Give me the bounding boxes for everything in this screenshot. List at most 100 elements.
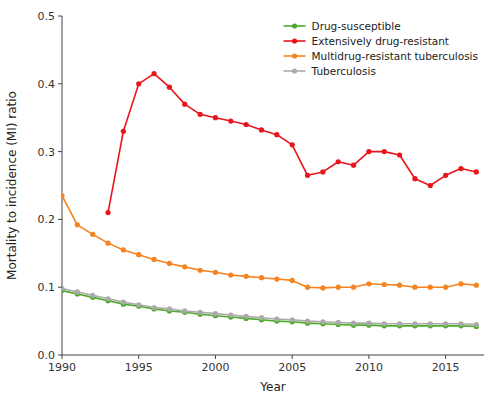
point [75, 222, 80, 227]
x-axis-line [62, 355, 484, 356]
point [167, 85, 172, 90]
point [351, 163, 356, 168]
point [259, 127, 264, 132]
point [105, 296, 110, 301]
point [151, 305, 156, 310]
x-tick [445, 355, 446, 359]
point [213, 115, 218, 120]
x-axis-title: Year [259, 380, 285, 394]
x-tick [138, 355, 139, 359]
point [351, 285, 356, 290]
point [62, 286, 65, 291]
point [412, 285, 417, 290]
background [0, 0, 500, 401]
point [167, 261, 172, 266]
y-tick [58, 83, 62, 84]
point [244, 314, 249, 319]
series-line [62, 291, 476, 327]
legend-label: Extensively drug-resistant [312, 35, 449, 47]
point [397, 152, 402, 157]
point [428, 321, 433, 326]
point [366, 149, 371, 154]
legend-marker [292, 53, 297, 58]
point [136, 81, 141, 86]
point [290, 142, 295, 147]
series-line [62, 196, 476, 288]
point [336, 285, 341, 290]
point [182, 264, 187, 269]
x-tick-label: 2005 [278, 361, 306, 374]
point [259, 315, 264, 320]
point [458, 321, 463, 326]
point [320, 285, 325, 290]
point [228, 118, 233, 123]
point [336, 159, 341, 164]
point [320, 169, 325, 174]
y-tick-label: 0.1 [38, 281, 56, 294]
x-tick-label: 1995 [125, 361, 153, 374]
legend-marker [292, 38, 297, 43]
legend-label: Multidrug-resistant tuberculosis [312, 50, 478, 62]
legend-item: Tuberculosis [284, 65, 376, 77]
point [366, 281, 371, 286]
point [305, 319, 310, 324]
point [167, 306, 172, 311]
y-tick [58, 355, 62, 356]
point [474, 322, 479, 327]
y-axis-line [62, 16, 63, 355]
point [228, 312, 233, 317]
point [244, 122, 249, 127]
legend-label: Tuberculosis [311, 65, 376, 77]
point [382, 321, 387, 326]
legend-item: Extensively drug-resistant [284, 35, 449, 47]
y-tick-label: 0.0 [38, 349, 56, 362]
series-line [62, 289, 476, 325]
point [90, 232, 95, 237]
point [305, 285, 310, 290]
point [382, 149, 387, 154]
point [474, 169, 479, 174]
y-tick-label: 0.5 [38, 10, 56, 23]
point [458, 281, 463, 286]
point [228, 272, 233, 277]
x-tick-label: 2000 [201, 361, 229, 374]
point [198, 268, 203, 273]
y-tick [58, 16, 62, 17]
legend-item: Drug-susceptible [284, 20, 401, 32]
point [62, 193, 65, 198]
legend-item: Multidrug-resistant tuberculosis [284, 50, 478, 62]
point [105, 241, 110, 246]
point [274, 276, 279, 281]
point [213, 311, 218, 316]
chart: 1990199520002005201020150.00.10.20.30.40… [0, 0, 500, 401]
point [305, 173, 310, 178]
x-tick [215, 355, 216, 359]
point [151, 71, 156, 76]
point [182, 102, 187, 107]
point [443, 285, 448, 290]
legend-marker [292, 23, 297, 28]
x-tick-label: 2010 [355, 361, 383, 374]
x-tick [62, 355, 63, 359]
point [428, 183, 433, 188]
point [105, 210, 110, 215]
legend: Drug-susceptible Extensively drug-resista… [284, 20, 478, 77]
point [244, 274, 249, 279]
y-axis-title: Mortality to incidence (MI) ratio [5, 91, 19, 280]
point [428, 285, 433, 290]
x-tick-label: 1990 [48, 361, 76, 374]
point [136, 252, 141, 257]
point [121, 129, 126, 134]
x-tick [292, 355, 293, 359]
point [274, 132, 279, 137]
point [151, 257, 156, 262]
point [136, 302, 141, 307]
point [320, 319, 325, 324]
x-tick [368, 355, 369, 359]
point [366, 321, 371, 326]
series-line [108, 74, 476, 213]
point [443, 173, 448, 178]
point [336, 320, 341, 325]
y-tick [58, 219, 62, 220]
point [274, 316, 279, 321]
